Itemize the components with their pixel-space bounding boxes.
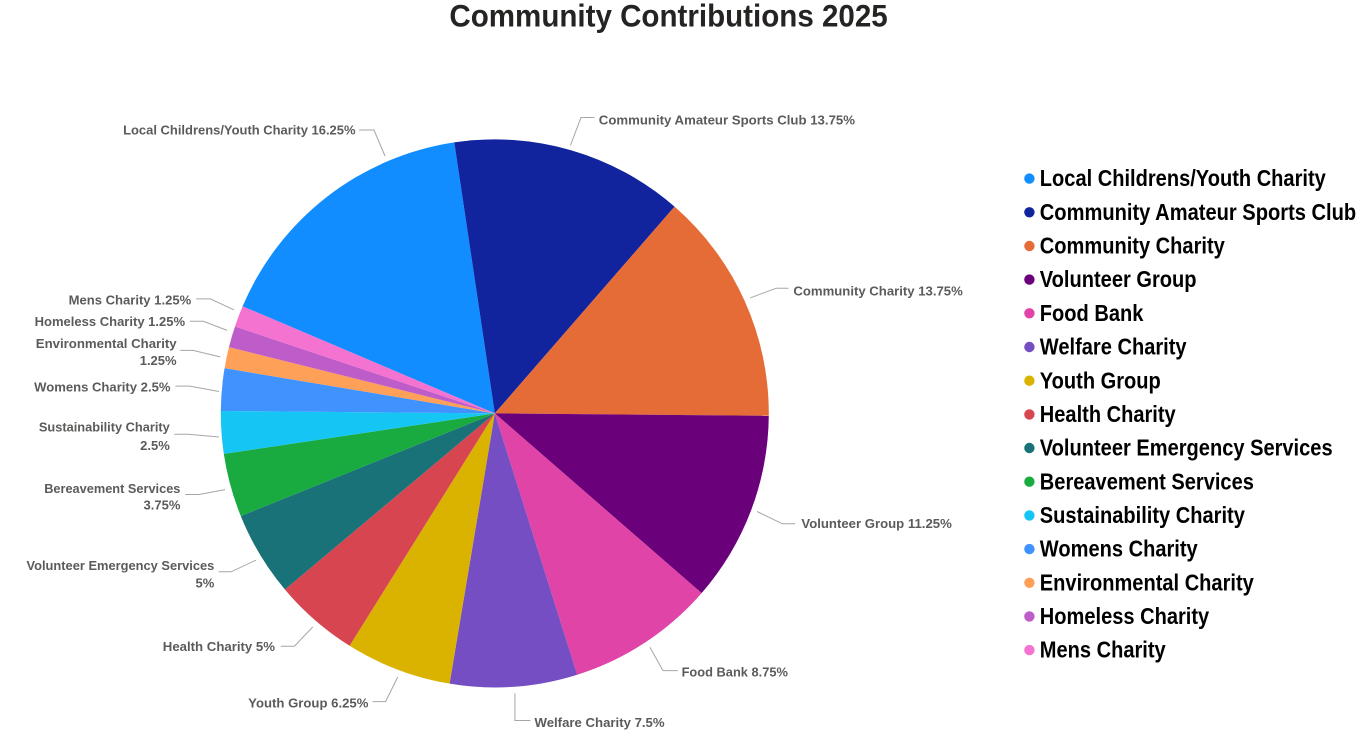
svg-text:Sustainability Charity: Sustainability Charity [39, 420, 171, 435]
svg-text:Homeless Charity: Homeless Charity [1040, 603, 1210, 629]
svg-text:Bereavement Services: Bereavement Services [1040, 468, 1254, 494]
svg-text:Womens Charity 2.5%: Womens Charity 2.5% [34, 380, 171, 395]
svg-text:Food Bank 8.75%: Food Bank 8.75% [682, 665, 789, 680]
svg-text:Mens Charity 1.25%: Mens Charity 1.25% [69, 292, 192, 307]
svg-text:Womens Charity: Womens Charity [1040, 536, 1198, 562]
svg-text:3.75%: 3.75% [144, 498, 181, 513]
svg-text:Food Bank: Food Bank [1040, 300, 1144, 326]
svg-text:Volunteer Emergency Services: Volunteer Emergency Services [1040, 435, 1333, 461]
svg-text:5%: 5% [196, 575, 215, 590]
svg-text:Bereavement Services: Bereavement Services [44, 481, 180, 496]
svg-text:Youth Group: Youth Group [1040, 367, 1161, 393]
svg-text:Welfare Charity 7.5%: Welfare Charity 7.5% [535, 715, 666, 730]
svg-text:Volunteer Group: Volunteer Group [1040, 266, 1197, 292]
svg-text:Local Childrens/Youth Charity: Local Childrens/Youth Charity [1040, 165, 1326, 191]
svg-text:Welfare Charity: Welfare Charity [1040, 334, 1187, 360]
svg-text:Local Childrens/Youth Charity: Local Childrens/Youth Charity 16.25% [123, 123, 356, 138]
svg-text:Community Charity: Community Charity [1040, 233, 1225, 259]
svg-text:Environmental Charity: Environmental Charity [1040, 569, 1254, 595]
svg-text:Volunteer Group 11.25%: Volunteer Group 11.25% [801, 516, 952, 531]
svg-text:Community Amateur Sports Club: Community Amateur Sports Club [1040, 199, 1356, 225]
svg-text:Community Amateur Sports Club: Community Amateur Sports Club 13.75% [599, 112, 856, 127]
svg-text:Community Charity 13.75%: Community Charity 13.75% [793, 283, 963, 298]
svg-text:2.5%: 2.5% [140, 438, 170, 453]
svg-text:Mens Charity: Mens Charity [1040, 637, 1166, 663]
svg-text:Health Charity: Health Charity [1040, 401, 1176, 427]
svg-text:Health Charity 5%: Health Charity 5% [163, 639, 276, 654]
svg-text:Community Contributions 2025: Community Contributions 2025 [449, 0, 887, 33]
svg-text:1.25%: 1.25% [140, 353, 177, 368]
svg-text:Environmental Charity: Environmental Charity [36, 336, 178, 351]
svg-text:Volunteer Emergency Services: Volunteer Emergency Services [27, 558, 215, 573]
svg-text:Youth Group 6.25%: Youth Group 6.25% [248, 696, 369, 711]
svg-text:Sustainability Charity: Sustainability Charity [1040, 502, 1245, 528]
svg-text:Homeless Charity 1.25%: Homeless Charity 1.25% [35, 314, 186, 329]
